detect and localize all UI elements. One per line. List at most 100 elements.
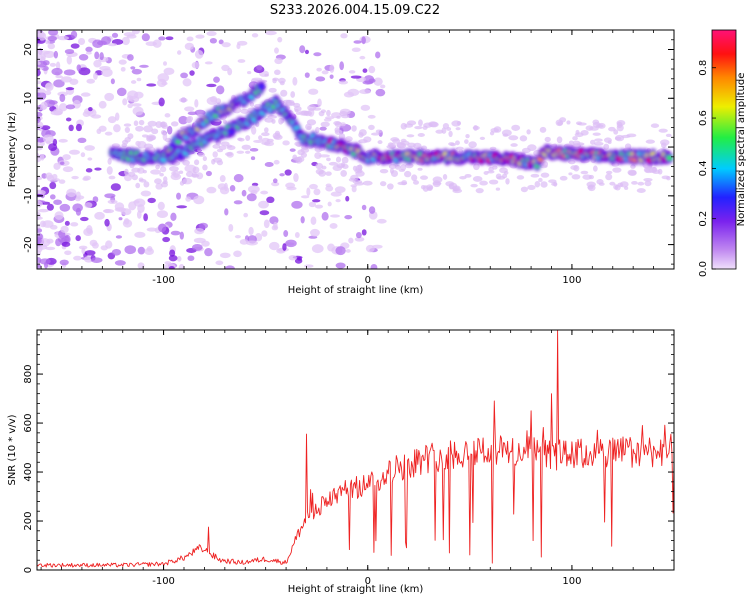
heatmap-noise-cell [88, 106, 93, 112]
heatmap-noise-cell [294, 232, 300, 238]
snr-y-tick-label: 200 [23, 511, 34, 530]
heatmap-haze-cell [272, 78, 277, 84]
snr-series-line [37, 330, 674, 568]
heatmap-haze-cell [340, 170, 348, 177]
heatmap-noise-cell [187, 111, 198, 116]
heatmap-haze-cell [455, 140, 460, 146]
heatmap-haze-cell [645, 139, 655, 144]
heatmap-noise-cell [161, 81, 168, 86]
heatmap-noise-cell [234, 234, 241, 239]
heatmap-noise-cell [78, 245, 88, 250]
heatmap-haze-cell [624, 143, 632, 150]
heatmap-noise-cell [52, 178, 61, 182]
heatmap-noise-cell [227, 67, 233, 76]
heatmap-haze-cell [341, 163, 349, 170]
heatmap-noise-cell [329, 223, 338, 229]
heatmap-noise-cell [338, 80, 349, 85]
heatmap-noise-cell [168, 254, 178, 262]
heatmap-noise-cell [163, 67, 175, 75]
heatmap-haze-cell [652, 166, 658, 173]
heatmap-noise-cell [309, 183, 318, 190]
heatmap-noise-cell [256, 64, 263, 71]
heatmap-noise-cell [159, 166, 167, 173]
heatmap-noise-cell [131, 103, 142, 107]
heatmap-noise-cell [76, 64, 82, 72]
heatmap-noise-cell [308, 201, 317, 208]
heatmap-noise-cell [75, 197, 81, 202]
heatmap-haze-cell [548, 179, 557, 184]
heatmap-noise-cell [60, 76, 73, 83]
heatmap-noise-cell [249, 147, 259, 152]
snr-y-axis-label: SNR (10 * v/v) [7, 414, 18, 485]
heatmap-noise-cell [104, 92, 115, 102]
heatmap-noise-cell [76, 191, 81, 199]
heatmap-haze-cell [423, 122, 433, 128]
heatmap-haze-cell [459, 175, 467, 180]
heatmap-haze-cell [417, 167, 423, 171]
heatmap-haze-cell [588, 174, 594, 180]
heatmap-haze-cell [530, 173, 540, 178]
heatmap-noise-cell [360, 104, 371, 111]
heatmap-haze-cell [468, 141, 477, 149]
heatmap-haze-cell [597, 122, 606, 129]
spectrogram-heatmap [37, 30, 674, 269]
heatmap-noise-cell [282, 140, 290, 146]
heatmap-noise-cell [55, 75, 63, 79]
heatmap-noise-cell [362, 80, 374, 85]
heatmap-noise-cell [247, 185, 260, 193]
heatmap-noise-cell [310, 216, 317, 225]
heatmap-noise-cell [310, 228, 320, 237]
heatmap-noise-cell [37, 88, 46, 94]
heatmap-haze-cell [542, 161, 549, 168]
heatmap-noise-cell [99, 65, 111, 71]
heatmap-noise-cell [37, 225, 41, 229]
heatmap-haze-cell [142, 169, 147, 174]
heatmap-haze-cell [244, 150, 251, 154]
heatmap-noise-cell [344, 136, 353, 142]
heatmap-noise-cell [312, 199, 321, 203]
heatmap-haze-cell [592, 165, 598, 172]
heatmap-haze-cell [274, 69, 281, 76]
heatmap-haze-cell [352, 165, 358, 171]
heatmap-noise-cell [250, 156, 256, 161]
heatmap-noise-cell [137, 262, 145, 269]
heatmap-haze-cell [264, 117, 274, 123]
heatmap-noise-cell [185, 196, 192, 202]
heatmap-haze-cell [442, 123, 450, 129]
heatmap-haze-cell [607, 140, 612, 145]
heatmap-noise-cell [265, 30, 277, 36]
heatmap-noise-cell [218, 39, 224, 45]
heatmap-haze-cell [354, 181, 365, 186]
heatmap-noise-cell [288, 255, 297, 261]
heatmap-noise-cell [57, 35, 70, 41]
heatmap-haze-cell [368, 124, 375, 131]
heatmap-haze-cell [179, 180, 185, 186]
heatmap-noise-cell [70, 30, 78, 39]
heatmap-noise-cell [368, 206, 376, 214]
heatmap-noise-cell [206, 31, 217, 37]
heatmap-noise-cell [134, 231, 146, 238]
heatmap-noise-cell [91, 242, 99, 249]
heatmap-haze-cell [271, 118, 276, 124]
heatmap-haze-cell [348, 177, 356, 182]
heatmap-haze-cell [605, 173, 613, 181]
spectrogram-y-tick-label: -20 [23, 236, 34, 252]
heatmap-noise-cell [198, 222, 209, 229]
heatmap-noise-cell [86, 78, 95, 84]
heatmap-noise-cell [233, 250, 242, 258]
heatmap-haze-cell [643, 178, 653, 182]
heatmap-haze-cell [539, 126, 547, 133]
heatmap-noise-cell [104, 218, 110, 227]
heatmap-noise-cell [254, 103, 262, 109]
heatmap-noise-cell [269, 241, 280, 251]
heatmap-haze-cell [245, 135, 251, 141]
heatmap-noise-cell [191, 61, 200, 69]
heatmap-haze-cell [315, 168, 324, 175]
colorbar: 0.0 0.2 0.4 0.6 0.8 Normalized spectral ampl… [698, 29, 747, 277]
heatmap-trace-core [666, 155, 673, 161]
snr-frame [36, 329, 675, 571]
heatmap-noise-cell [137, 204, 145, 213]
heatmap-noise-cell [45, 246, 56, 251]
heatmap-haze-cell [566, 120, 571, 125]
heatmap-haze-cell [274, 130, 281, 136]
